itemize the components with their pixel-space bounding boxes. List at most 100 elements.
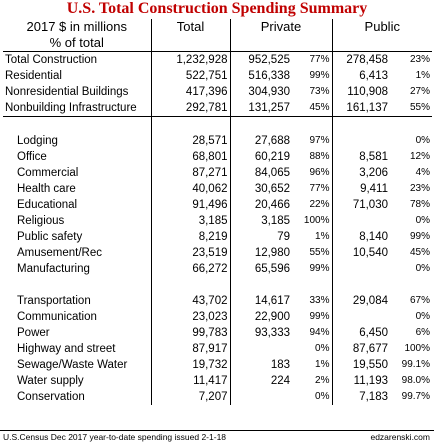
row-private: 93,333 xyxy=(229,325,292,341)
spacer-cell xyxy=(390,117,432,134)
row-private-pct: 45% xyxy=(292,100,332,117)
row-label: Amusement/Rec xyxy=(17,247,103,259)
row-private-pct: 88% xyxy=(309,151,330,162)
row-total: 19,732 xyxy=(150,357,230,373)
section-spacer xyxy=(3,116,432,134)
table-row: Manufacturing 66,272 65,596 99% 0% xyxy=(3,261,432,277)
row-private-pct: 55% xyxy=(309,247,330,258)
row-public: 3,206 xyxy=(331,165,390,181)
row-public: 9,411 xyxy=(331,181,390,197)
row-public-pct: 55% xyxy=(390,100,433,117)
row-public-pct: 67% xyxy=(410,295,431,306)
table-row: Nonbuilding Infrastructure 292,781 131,257… xyxy=(3,100,433,117)
spacer-cell xyxy=(390,277,432,293)
header-total-blank xyxy=(150,35,230,52)
row-label: Nonbuilding Infrastructure xyxy=(3,100,151,117)
row-label: Commercial xyxy=(17,167,79,179)
spacer-cell xyxy=(150,277,230,293)
row-public-pct: 100% xyxy=(404,343,431,354)
table-row: Commercial 87,271 84,065 96% 3,206 4% xyxy=(3,165,432,181)
row-private: 30,652 xyxy=(229,181,292,197)
row-private-pct: 99% xyxy=(309,263,330,274)
row-private xyxy=(229,389,292,405)
row-public xyxy=(331,133,390,149)
row-label: Highway and street xyxy=(17,343,116,355)
footer-site: edzarenski.com xyxy=(370,432,430,442)
row-public-pct: 1% xyxy=(415,70,431,81)
table-row: Educational 91,496 20,466 22% 71,030 78% xyxy=(3,197,432,213)
row-public-pct: 99% xyxy=(410,231,431,242)
table-row: Conservation 7,207 0% 7,183 99.7% xyxy=(3,389,432,405)
row-total: 40,062 xyxy=(150,181,230,197)
row-private: 12,980 xyxy=(229,245,292,261)
row-total: 23,519 xyxy=(150,245,230,261)
row-private-pct: 94% xyxy=(309,327,330,338)
header-private: Private xyxy=(229,19,332,35)
row-private-pct: 99% xyxy=(309,311,330,322)
header-row-top: 2017 $ in millions Total Private Public xyxy=(3,19,433,35)
row-private: 65,596 xyxy=(229,261,292,277)
row-private-pct: 97% xyxy=(309,135,330,146)
footer: U.S.Census Dec 2017 year-to-date spendin… xyxy=(0,430,434,444)
row-public-pct: 0% xyxy=(415,263,431,274)
table-row: Total Construction 1,232,928 952,525 77% 278… xyxy=(3,51,432,68)
row-private-pct: 33% xyxy=(309,295,330,306)
row-total: 43,702 xyxy=(150,293,230,309)
row-public-pct: 99.1% xyxy=(401,359,431,370)
row-public: 7,183 xyxy=(331,389,390,405)
table-row: Power 99,783 93,333 94% 6,450 6% xyxy=(3,325,432,341)
row-public: 8,140 xyxy=(331,229,390,245)
row-private-pct: 0% xyxy=(315,391,330,402)
header-pct-label: % of total xyxy=(3,35,151,52)
row-public: 19,550 xyxy=(331,357,390,373)
row-label: Conservation xyxy=(17,391,85,403)
row-public: 6,413 xyxy=(331,68,390,84)
section-spacer xyxy=(3,277,432,293)
header-row-bottom: % of total xyxy=(3,35,433,52)
table-row: Religious 3,185 3,185 100% 0% xyxy=(3,213,432,229)
row-public: 29,084 xyxy=(331,293,390,309)
row-public-pct: 6% xyxy=(415,327,431,338)
row-public-pct: 12% xyxy=(410,151,431,162)
row-private: 516,338 xyxy=(229,68,292,84)
spending-table-body: 2017 $ in millions Total Private Public … xyxy=(3,19,433,405)
table-row: Sewage/Waste Water 19,732 183 1% 19,550 99.1% xyxy=(3,357,432,373)
row-public: 71,030 xyxy=(331,197,390,213)
row-public-pct: 0% xyxy=(415,135,431,146)
table-row: Water supply 11,417 224 2% 11,193 98.0% xyxy=(3,373,432,389)
row-public: 161,137 xyxy=(331,100,390,117)
row-private: 60,219 xyxy=(229,149,292,165)
spacer-cell xyxy=(331,277,390,293)
row-public-pct: 98.0% xyxy=(401,375,431,386)
row-label: Water supply xyxy=(17,375,84,387)
table-row: Lodging 28,571 27,688 97% 0% xyxy=(3,133,432,149)
row-public: 11,193 xyxy=(331,373,390,389)
row-total: 7,207 xyxy=(150,389,230,405)
row-label: Educational xyxy=(17,199,78,211)
row-private-pct: 0% xyxy=(315,343,330,354)
row-total: 417,396 xyxy=(150,84,230,100)
row-label: Total Construction xyxy=(5,54,98,66)
row-private: 14,617 xyxy=(229,293,292,309)
row-private xyxy=(229,341,292,357)
row-public-pct: 23% xyxy=(410,183,431,194)
row-public-pct: 23% xyxy=(410,54,431,65)
table-row: Residential 522,751 516,338 99% 6,413 1% xyxy=(3,68,432,84)
header-public-blank xyxy=(331,35,433,52)
row-private: 22,900 xyxy=(229,309,292,325)
row-public: 6,450 xyxy=(331,325,390,341)
row-total: 66,272 xyxy=(150,261,230,277)
spacer-cell xyxy=(3,277,151,293)
row-public-pct: 4% xyxy=(415,167,431,178)
row-public xyxy=(331,309,390,325)
row-public-pct: 0% xyxy=(415,311,431,322)
row-public-pct: 99.7% xyxy=(401,391,431,402)
row-private-pct: 2% xyxy=(315,375,330,386)
row-total: 99,783 xyxy=(150,325,230,341)
spacer-cell xyxy=(292,117,332,134)
row-total: 23,023 xyxy=(150,309,230,325)
header-total: Total xyxy=(150,19,230,35)
spending-table: 2017 $ in millions Total Private Public … xyxy=(3,19,433,405)
row-public-pct: 45% xyxy=(410,247,431,258)
page-title: U.S. Total Construction Spending Summary xyxy=(66,0,368,17)
